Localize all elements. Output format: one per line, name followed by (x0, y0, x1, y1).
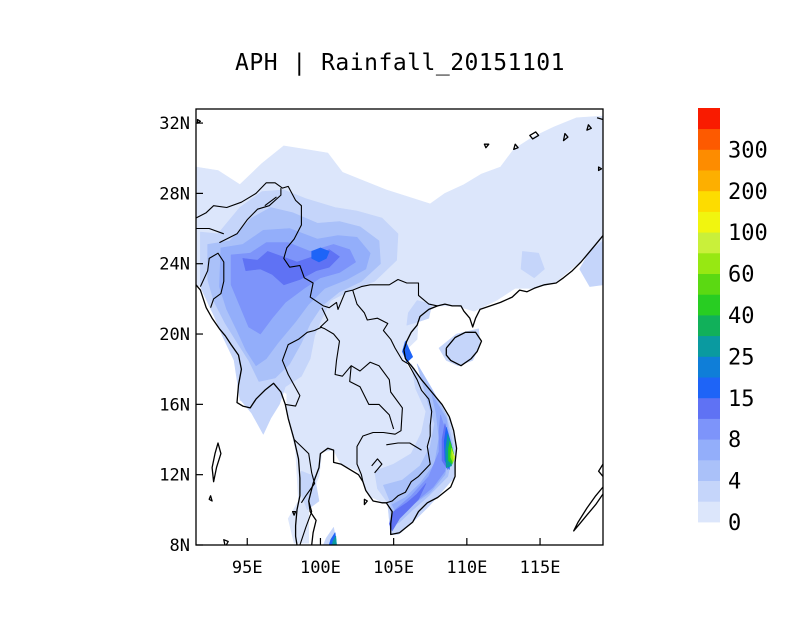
colorbar-swatch (698, 459, 720, 481)
colorbar-swatch (698, 439, 720, 461)
coastline (597, 463, 603, 477)
y-axis-ticks: 8N 12N 16N 20N 24N 28N 32N (159, 114, 203, 556)
island-outline (223, 539, 229, 545)
colorbar-label: 4 (728, 470, 741, 495)
colorbar-swatch (698, 377, 720, 399)
y-tick-label: 28N (159, 184, 190, 204)
colorbar-swatch (698, 397, 720, 419)
island-outline (529, 131, 540, 140)
country-border (196, 227, 224, 235)
y-tick-label: 12N (159, 466, 190, 486)
colorbar-swatch (698, 273, 720, 295)
coastline (196, 284, 301, 545)
island-outline (291, 510, 297, 516)
country-border (219, 188, 282, 244)
island-outline (363, 498, 368, 506)
country-border (386, 442, 422, 451)
x-tick-label: 105E (373, 558, 414, 578)
colorbar-swatch (698, 356, 720, 378)
colorbar-label: 60 (728, 263, 755, 288)
colorbar-label: 25 (728, 345, 755, 370)
colorbar-swatch (698, 149, 720, 171)
island-outline (562, 132, 569, 142)
y-tick-label: 24N (159, 255, 190, 275)
map-title: APH | Rainfall_20151101 (235, 50, 565, 76)
country-border (349, 365, 395, 430)
x-tick-label: 115E (520, 558, 561, 578)
colorbar-label: 200 (728, 180, 768, 205)
colorbar-swatch (698, 294, 720, 316)
country-border (293, 439, 316, 504)
colorbar-label: 15 (728, 387, 755, 412)
coastlines (196, 117, 603, 545)
colorbar-swatch (698, 252, 720, 274)
colorbar-label: 300 (728, 138, 768, 163)
island-outline (211, 442, 222, 483)
x-tick-label: 110E (446, 558, 487, 578)
country-border (299, 500, 313, 545)
colorbar-swatch (698, 211, 720, 233)
rain-region-level-1 (520, 251, 545, 279)
country-border (319, 307, 403, 482)
rain-region-level-13 (451, 451, 456, 461)
colorbar-swatch (698, 501, 720, 523)
y-tick-label: 16N (159, 395, 190, 415)
colorbar-label: 100 (728, 221, 768, 246)
colorbar: 0 4 8 15 25 40 60 100 200 300 (698, 108, 768, 536)
y-tick-label: 32N (159, 114, 190, 134)
x-axis-ticks: 95E 100E 105E 110E 115E (232, 538, 561, 578)
coastline (573, 486, 603, 532)
coastline (445, 331, 483, 367)
colorbar-swatch (698, 335, 720, 357)
y-tick-label: 20N (159, 325, 190, 345)
coastline (596, 117, 603, 121)
island-outline (208, 495, 213, 502)
country-border (281, 326, 323, 407)
country-border (352, 289, 433, 504)
rain-region-level-6 (311, 247, 330, 263)
country-borders (196, 182, 438, 545)
map-frame (195, 108, 604, 546)
colorbar-swatch (698, 190, 720, 212)
x-tick-label: 95E (232, 558, 263, 578)
country-border (199, 252, 225, 308)
colorbar-swatch (698, 108, 720, 130)
colorbar-swatch (698, 232, 720, 254)
colorbar-swatch (698, 315, 720, 337)
colorbar-label: 0 (728, 511, 741, 536)
country-border (371, 458, 383, 474)
island-outline (483, 143, 490, 149)
colorbar-swatch (698, 480, 720, 502)
country-border (264, 196, 277, 207)
colorbar-swatch (698, 418, 720, 440)
colorbar-swatch (698, 128, 720, 150)
island-outline (586, 124, 592, 131)
colorbar-swatch (698, 170, 720, 192)
colorbar-label: 8 (728, 428, 741, 453)
colorbar-label: 40 (728, 304, 755, 329)
rain-region-level-8 (331, 535, 337, 545)
rain-region-level-1 (406, 300, 433, 326)
island-outline (196, 118, 202, 124)
country-border (196, 182, 438, 310)
y-tick-label: 8N (170, 536, 190, 556)
island-outline (513, 143, 519, 151)
coastline (308, 235, 603, 545)
x-tick-label: 100E (300, 558, 341, 578)
island-outline (597, 166, 603, 172)
